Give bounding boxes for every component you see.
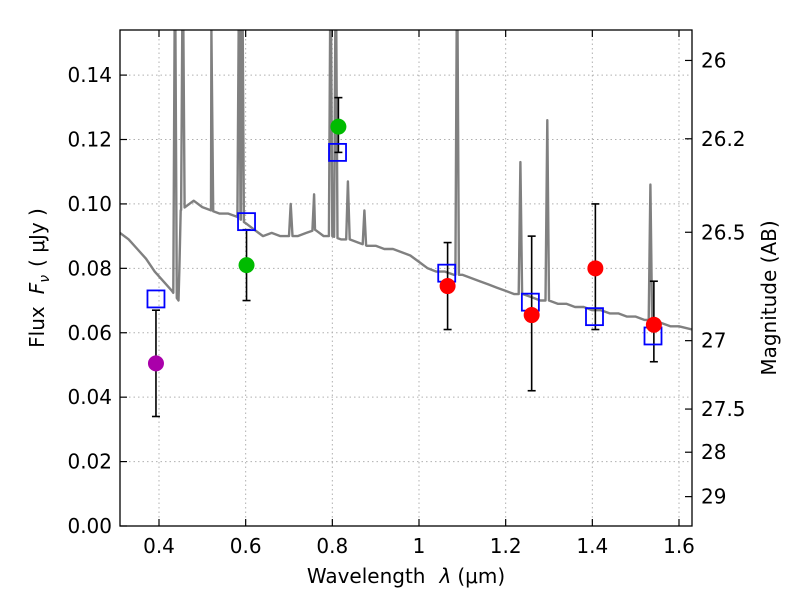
right-tick-label: 26.5 bbox=[701, 220, 746, 244]
right-tick-label: 27 bbox=[701, 329, 726, 353]
x-axis-label: Wavelength λ (μm) bbox=[307, 564, 505, 588]
x-tick-label: 1.2 bbox=[490, 534, 522, 558]
right-tick-label: 26 bbox=[701, 48, 726, 72]
x-tick-label: 1.4 bbox=[576, 534, 608, 558]
observed-photometry-points bbox=[147, 118, 662, 372]
photometry-point bbox=[439, 278, 456, 295]
y-tick-label: 0.04 bbox=[67, 385, 112, 409]
y-tick-label: 0.00 bbox=[67, 514, 112, 538]
model-spectrum-line bbox=[120, 30, 692, 331]
x-tick-label: 1 bbox=[413, 534, 426, 558]
model-photometry-square bbox=[328, 142, 347, 162]
model-photometry-square bbox=[585, 307, 604, 327]
plot-frame bbox=[119, 29, 693, 527]
photometry-point bbox=[587, 260, 604, 277]
photometry-point bbox=[523, 307, 540, 324]
right-tick-label: 29 bbox=[701, 485, 726, 509]
photometry-point bbox=[147, 355, 164, 372]
x-tick-label: 1.6 bbox=[663, 534, 695, 558]
right-tick-label: 28 bbox=[701, 440, 726, 464]
model-spectrum bbox=[120, 30, 692, 331]
x-tick-label: 0.6 bbox=[230, 534, 262, 558]
y-tick-label: 0.12 bbox=[67, 128, 112, 152]
right-axis-label: Magnitude (AB) bbox=[757, 220, 781, 375]
x-tick-label: 0.8 bbox=[316, 534, 348, 558]
right-tick-label: 27.5 bbox=[701, 397, 746, 421]
y-tick-label: 0.10 bbox=[67, 192, 112, 216]
model-photometry-square bbox=[237, 212, 256, 232]
model-photometry-square bbox=[146, 289, 166, 309]
y-tick-label: 0.08 bbox=[67, 256, 112, 280]
x-tick-label: 0.4 bbox=[143, 534, 175, 558]
y-axis-label: FluxFν( μJy ) bbox=[25, 208, 53, 348]
axis-ticks: 0.4 0.6 0.8 1 1.2 1.4 1.6 0.00 0.02 0.04 0.06 0.08 0… bbox=[67, 30, 746, 558]
y-tick-label: 0.14 bbox=[67, 63, 112, 87]
photometry-point bbox=[645, 316, 662, 333]
right-tick-label: 26.2 bbox=[701, 127, 746, 151]
photometry-point bbox=[238, 257, 255, 274]
y-tick-label: 0.02 bbox=[67, 450, 112, 474]
y-tick-label: 0.06 bbox=[67, 321, 112, 345]
photometry-point bbox=[330, 118, 347, 135]
